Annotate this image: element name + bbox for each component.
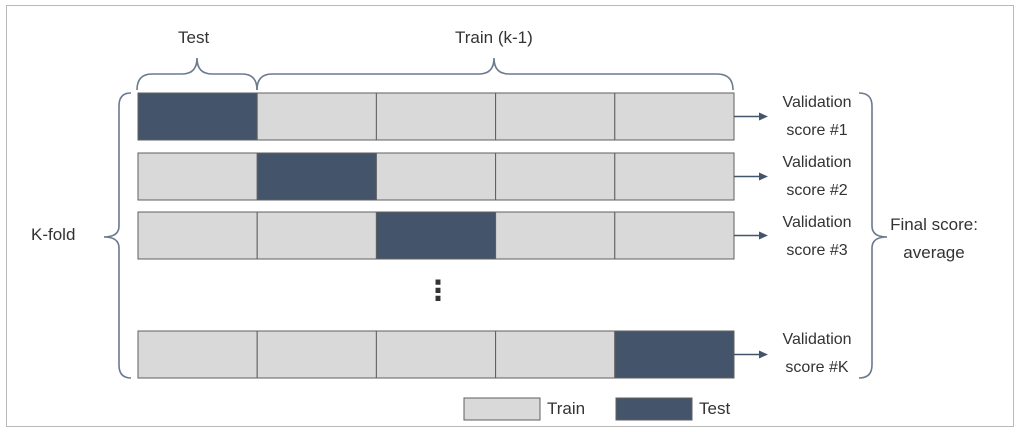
kfold-label: K-fold (31, 225, 76, 244)
final-score-line1: Final score: (890, 215, 978, 234)
train-fold-cell (495, 330, 616, 379)
validation-score-3: Validation score #3 (762, 209, 872, 265)
train-brace (256, 57, 734, 91)
legend-train-label: Train (547, 399, 586, 418)
test-fold-cell (137, 92, 258, 141)
train-fold-cell (137, 211, 258, 260)
test-header-label: Test (178, 28, 210, 47)
validation-score-k: Validation score #K (762, 326, 872, 382)
train-fold-cell (614, 92, 735, 141)
test-fold-cell (614, 330, 735, 379)
train-fold-cell (137, 330, 258, 379)
validation-score-k-line2: score #K (785, 359, 849, 376)
legend-test-label: Test (699, 399, 731, 418)
legend-test-swatch (615, 397, 693, 421)
train-fold-cell (495, 92, 616, 141)
validation-score-1: Validation score #1 (762, 89, 872, 145)
diagram-frame (6, 5, 1014, 427)
validation-score-3-line2: score #3 (786, 242, 848, 259)
validation-score-2: Validation score #2 (762, 149, 872, 205)
test-fold-cell (375, 211, 497, 260)
train-fold-cell (614, 211, 735, 260)
train-fold-cell (375, 330, 497, 379)
arrow-head-icon (759, 231, 768, 240)
train-fold-cell (495, 152, 616, 201)
train-fold-cell (256, 92, 377, 141)
train-fold-cell (256, 330, 377, 379)
train-header-label: Train (k-1) (455, 28, 533, 47)
arrow-head-icon (759, 112, 768, 121)
validation-score-2-line2: score #2 (786, 182, 848, 199)
kfold-brace (103, 92, 132, 379)
train-fold-cell (256, 211, 377, 260)
validation-score-1-line2: score #1 (786, 122, 848, 139)
train-fold-cell (137, 152, 258, 201)
train-fold-cell (375, 152, 497, 201)
test-brace (136, 57, 258, 91)
legend-train-swatch (463, 397, 541, 421)
final-score-label: Final score: average (873, 211, 995, 267)
test-fold-cell (256, 152, 377, 201)
arrow-head-icon (759, 172, 768, 181)
validation-score-3-line1: Validation (782, 214, 852, 231)
final-score-brace (858, 92, 888, 379)
ellipsis-icon: ⋮ (424, 275, 452, 306)
final-score-line2: average (903, 243, 965, 262)
validation-score-k-line1: Validation (782, 331, 852, 348)
validation-score-1-line1: Validation (782, 94, 852, 111)
train-fold-cell (614, 152, 735, 201)
validation-score-2-line1: Validation (782, 154, 852, 171)
train-fold-cell (495, 211, 616, 260)
train-fold-cell (375, 92, 497, 141)
arrow-head-icon (759, 350, 768, 359)
